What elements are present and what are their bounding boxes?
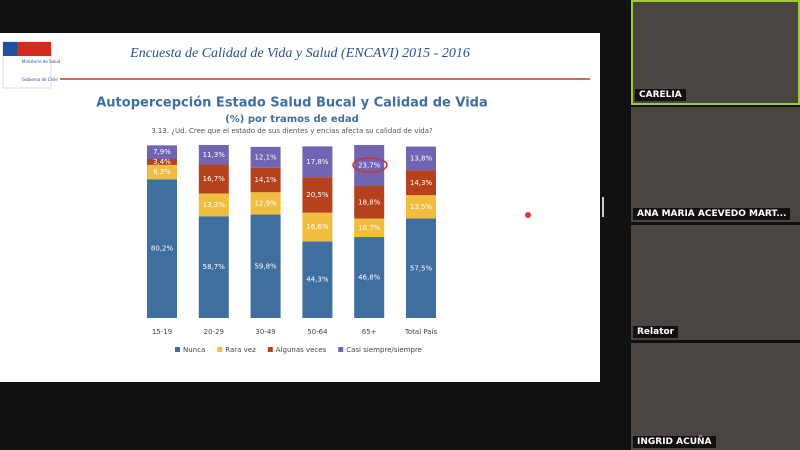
participant-tile[interactable]: CARELIA [631, 0, 800, 105]
legend-swatch [338, 347, 344, 352]
value-label: 20,5% [306, 191, 329, 199]
x-tick-label: Total País [404, 328, 438, 336]
legend-label: Algunas veces [276, 346, 327, 354]
bar-segment [406, 195, 436, 219]
value-label: 13,8% [410, 154, 433, 162]
slide-title: Encuesta de Calidad de Vida y Salud (ENC… [129, 46, 470, 61]
legend-swatch [267, 347, 273, 352]
legend-label: Rara vez [225, 346, 256, 354]
x-tick-label: 20-29 [204, 328, 224, 336]
chart-subtitle: (%) por tramos de edad [225, 114, 359, 125]
participant-name: CARELIA [635, 89, 686, 101]
x-tick-label: 50-64 [307, 328, 328, 336]
bar-segment [198, 216, 229, 318]
legend-swatch [217, 347, 223, 352]
divider [602, 197, 604, 217]
legend-swatch [175, 347, 180, 352]
value-label: 12,9% [254, 199, 277, 207]
bar-segment [354, 145, 385, 187]
value-label: 13,5% [410, 203, 433, 211]
bar-segment [147, 159, 177, 165]
pointer [525, 212, 531, 218]
value-label: 80,2% [151, 245, 174, 253]
value-label: 8,3% [153, 168, 171, 176]
chart-question: 3.13. ¿Ud. Cree que el estado de sus die… [151, 127, 433, 135]
participant-tile[interactable]: Relator [631, 225, 800, 340]
participant-tile[interactable]: INGRID ACUÑA [631, 343, 800, 450]
bar-segment [147, 145, 177, 160]
value-label: 44,3% [306, 276, 329, 284]
bar-segment [198, 145, 229, 165]
value-label: 14,3% [410, 179, 433, 187]
bar-segment [250, 167, 281, 193]
value-label: 11,3% [203, 151, 226, 159]
bar-segment [354, 218, 385, 238]
participant-name: ANA MARIA ACEVEDO MART... [633, 208, 791, 220]
legend-label: Casi siempre/siempre [346, 346, 422, 354]
logo-text: Ministerio de Salud [22, 59, 61, 64]
plot: 80,2% 8,3% 3,4% 7,9% 15-19 58,7% 13,3% 16,7% 11,… [147, 145, 438, 354]
logo-text: Gobierno de Chile [22, 77, 58, 82]
shared-slide: Ministerio de Salud Gobierno de Chile En… [0, 33, 604, 382]
participant-name: Relator [633, 326, 679, 338]
bar-segment [250, 192, 281, 215]
logo-flag [3, 42, 17, 56]
bar-segment [406, 146, 436, 171]
bar-segment [302, 241, 333, 318]
x-tick-label: 30-49 [255, 328, 275, 336]
chart-title: Autopercepción Estado Salud Bucal y Cali… [96, 96, 488, 111]
value-label: 23,7% [358, 162, 381, 170]
bar-segment [406, 170, 436, 196]
bar-segment [302, 212, 333, 242]
value-label: 59,8% [254, 262, 277, 270]
value-label: 12,1% [254, 153, 277, 161]
value-label: 57,5% [410, 264, 433, 272]
x-tick-label: 65+ [362, 328, 377, 336]
slide-background [0, 33, 600, 382]
value-label: 16,7% [203, 175, 226, 183]
bar-segment [250, 146, 281, 168]
highlight-circle [352, 157, 388, 173]
bar-segment [354, 237, 385, 318]
value-label: 58,7% [203, 263, 226, 271]
bar-segment [302, 146, 333, 178]
participant-name: INGRID ACUÑA [633, 436, 716, 448]
bar-segment [198, 193, 229, 217]
logo-flag [17, 42, 51, 56]
bar-segment [406, 218, 436, 318]
bar-segment [147, 164, 177, 180]
bar-segment [302, 177, 333, 213]
value-label: 16,6% [306, 223, 329, 231]
value-label: 7,9% [153, 148, 171, 156]
value-label: 46,8% [358, 274, 381, 282]
value-label: 10,7% [358, 224, 381, 232]
bar-segment [198, 164, 229, 194]
bar-segment [354, 186, 385, 219]
value-label: 14,1% [254, 176, 277, 184]
value-label: 13,3% [203, 201, 226, 209]
legend-label: Nunca [183, 346, 205, 354]
value-label: 18,8% [358, 198, 381, 206]
x-tick-label: 15-19 [152, 328, 172, 336]
value-label: 17,8% [306, 158, 329, 166]
bar-segment [250, 214, 281, 318]
participant-tile[interactable]: ANA MARIA ACEVEDO MART... [631, 107, 800, 222]
value-label: 3,4% [153, 158, 171, 166]
bar-segment [147, 179, 177, 318]
